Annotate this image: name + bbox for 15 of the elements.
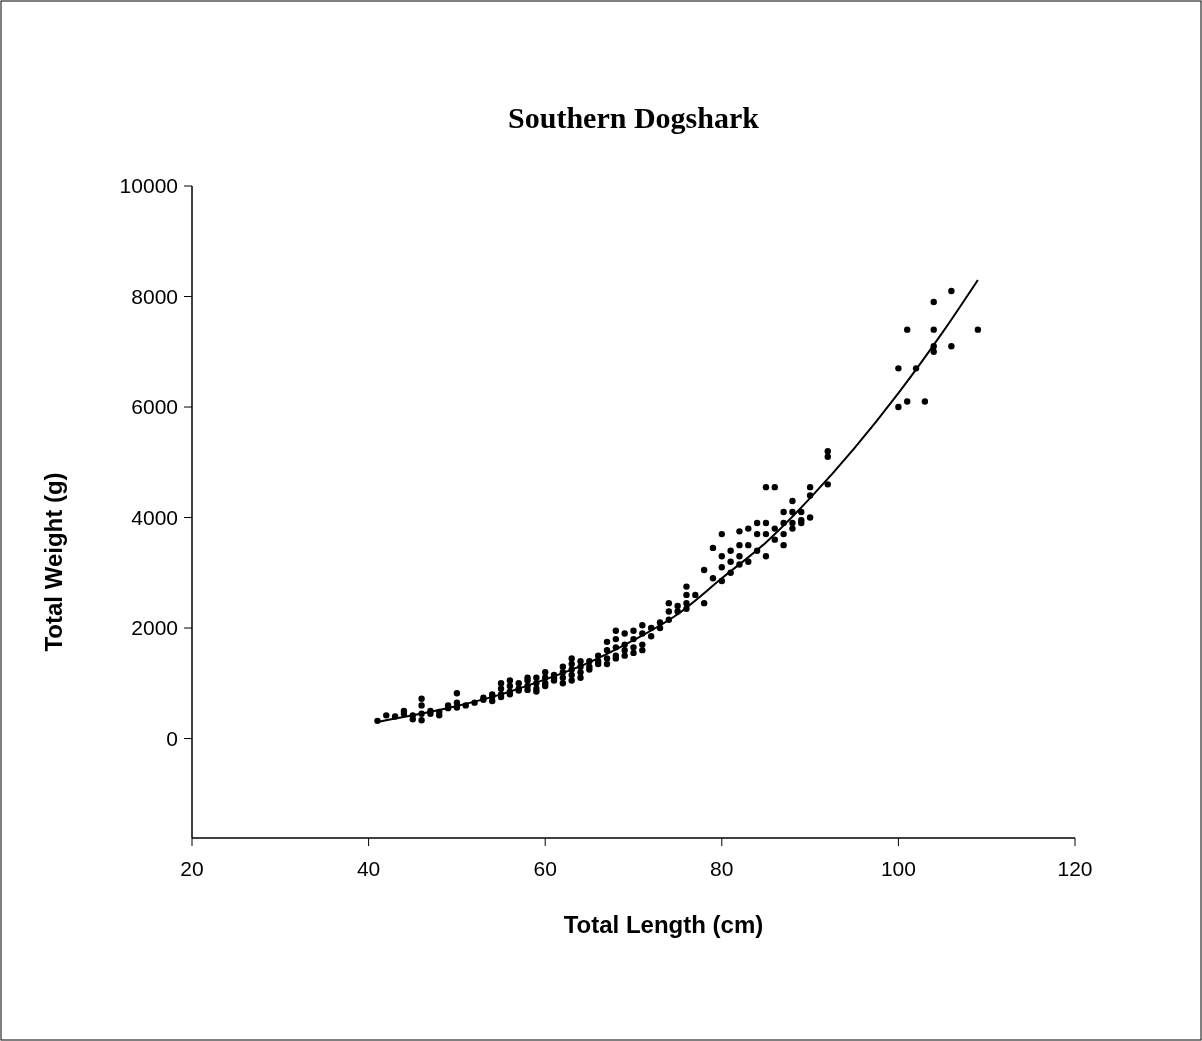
y-tick-label: 2000: [131, 616, 178, 640]
y-tick-label: 0: [166, 726, 178, 750]
x-tick-label: 60: [533, 857, 557, 880]
x-axis-title: Total Length (cm): [563, 911, 764, 938]
y-tick-label: 6000: [131, 395, 178, 419]
y-tick-label: 8000: [131, 284, 178, 308]
chart-title: Southern Dogshark: [508, 101, 760, 134]
x-tick-label: 40: [356, 857, 381, 880]
x-tick-label: 120: [1057, 857, 1093, 880]
y-axis-title: Total Weight (g): [40, 472, 67, 652]
y-tick-label: 4000: [131, 505, 178, 529]
x-tick-label: 20: [180, 857, 204, 880]
x-tick-label: 80: [710, 857, 734, 880]
y-tick-label: 10000: [119, 174, 178, 198]
x-tick-label: 100: [880, 857, 916, 880]
